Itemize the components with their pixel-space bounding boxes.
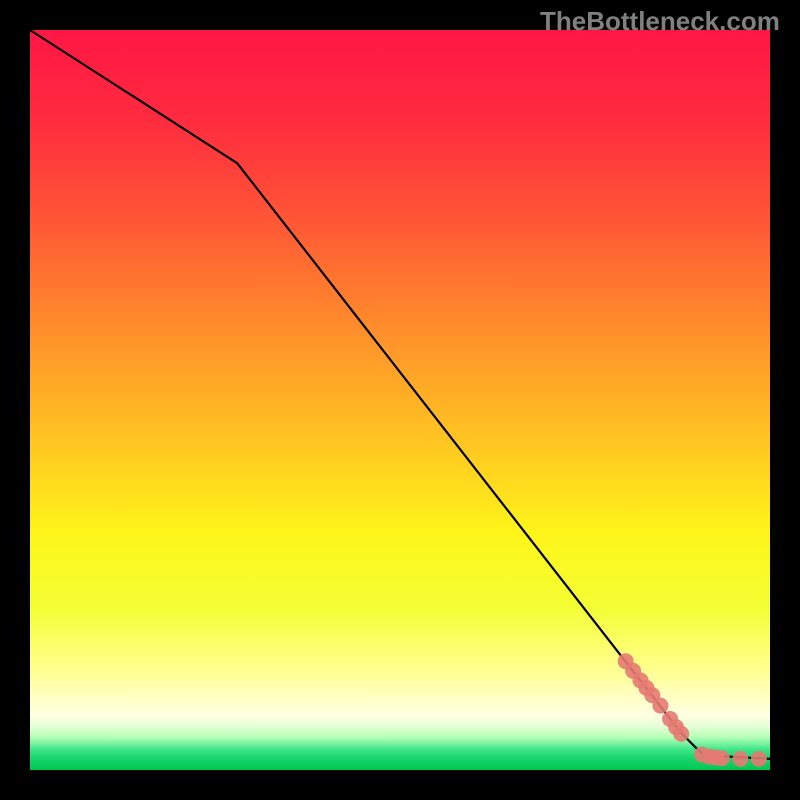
plot-background xyxy=(30,30,770,770)
data-point xyxy=(714,750,730,766)
data-point xyxy=(751,751,767,767)
data-point xyxy=(673,726,689,742)
image-frame: TheBottleneck.com xyxy=(0,0,800,800)
data-point xyxy=(732,751,748,767)
bottleneck-chart xyxy=(0,0,800,800)
data-point xyxy=(652,698,668,714)
watermark-text: TheBottleneck.com xyxy=(540,6,780,37)
